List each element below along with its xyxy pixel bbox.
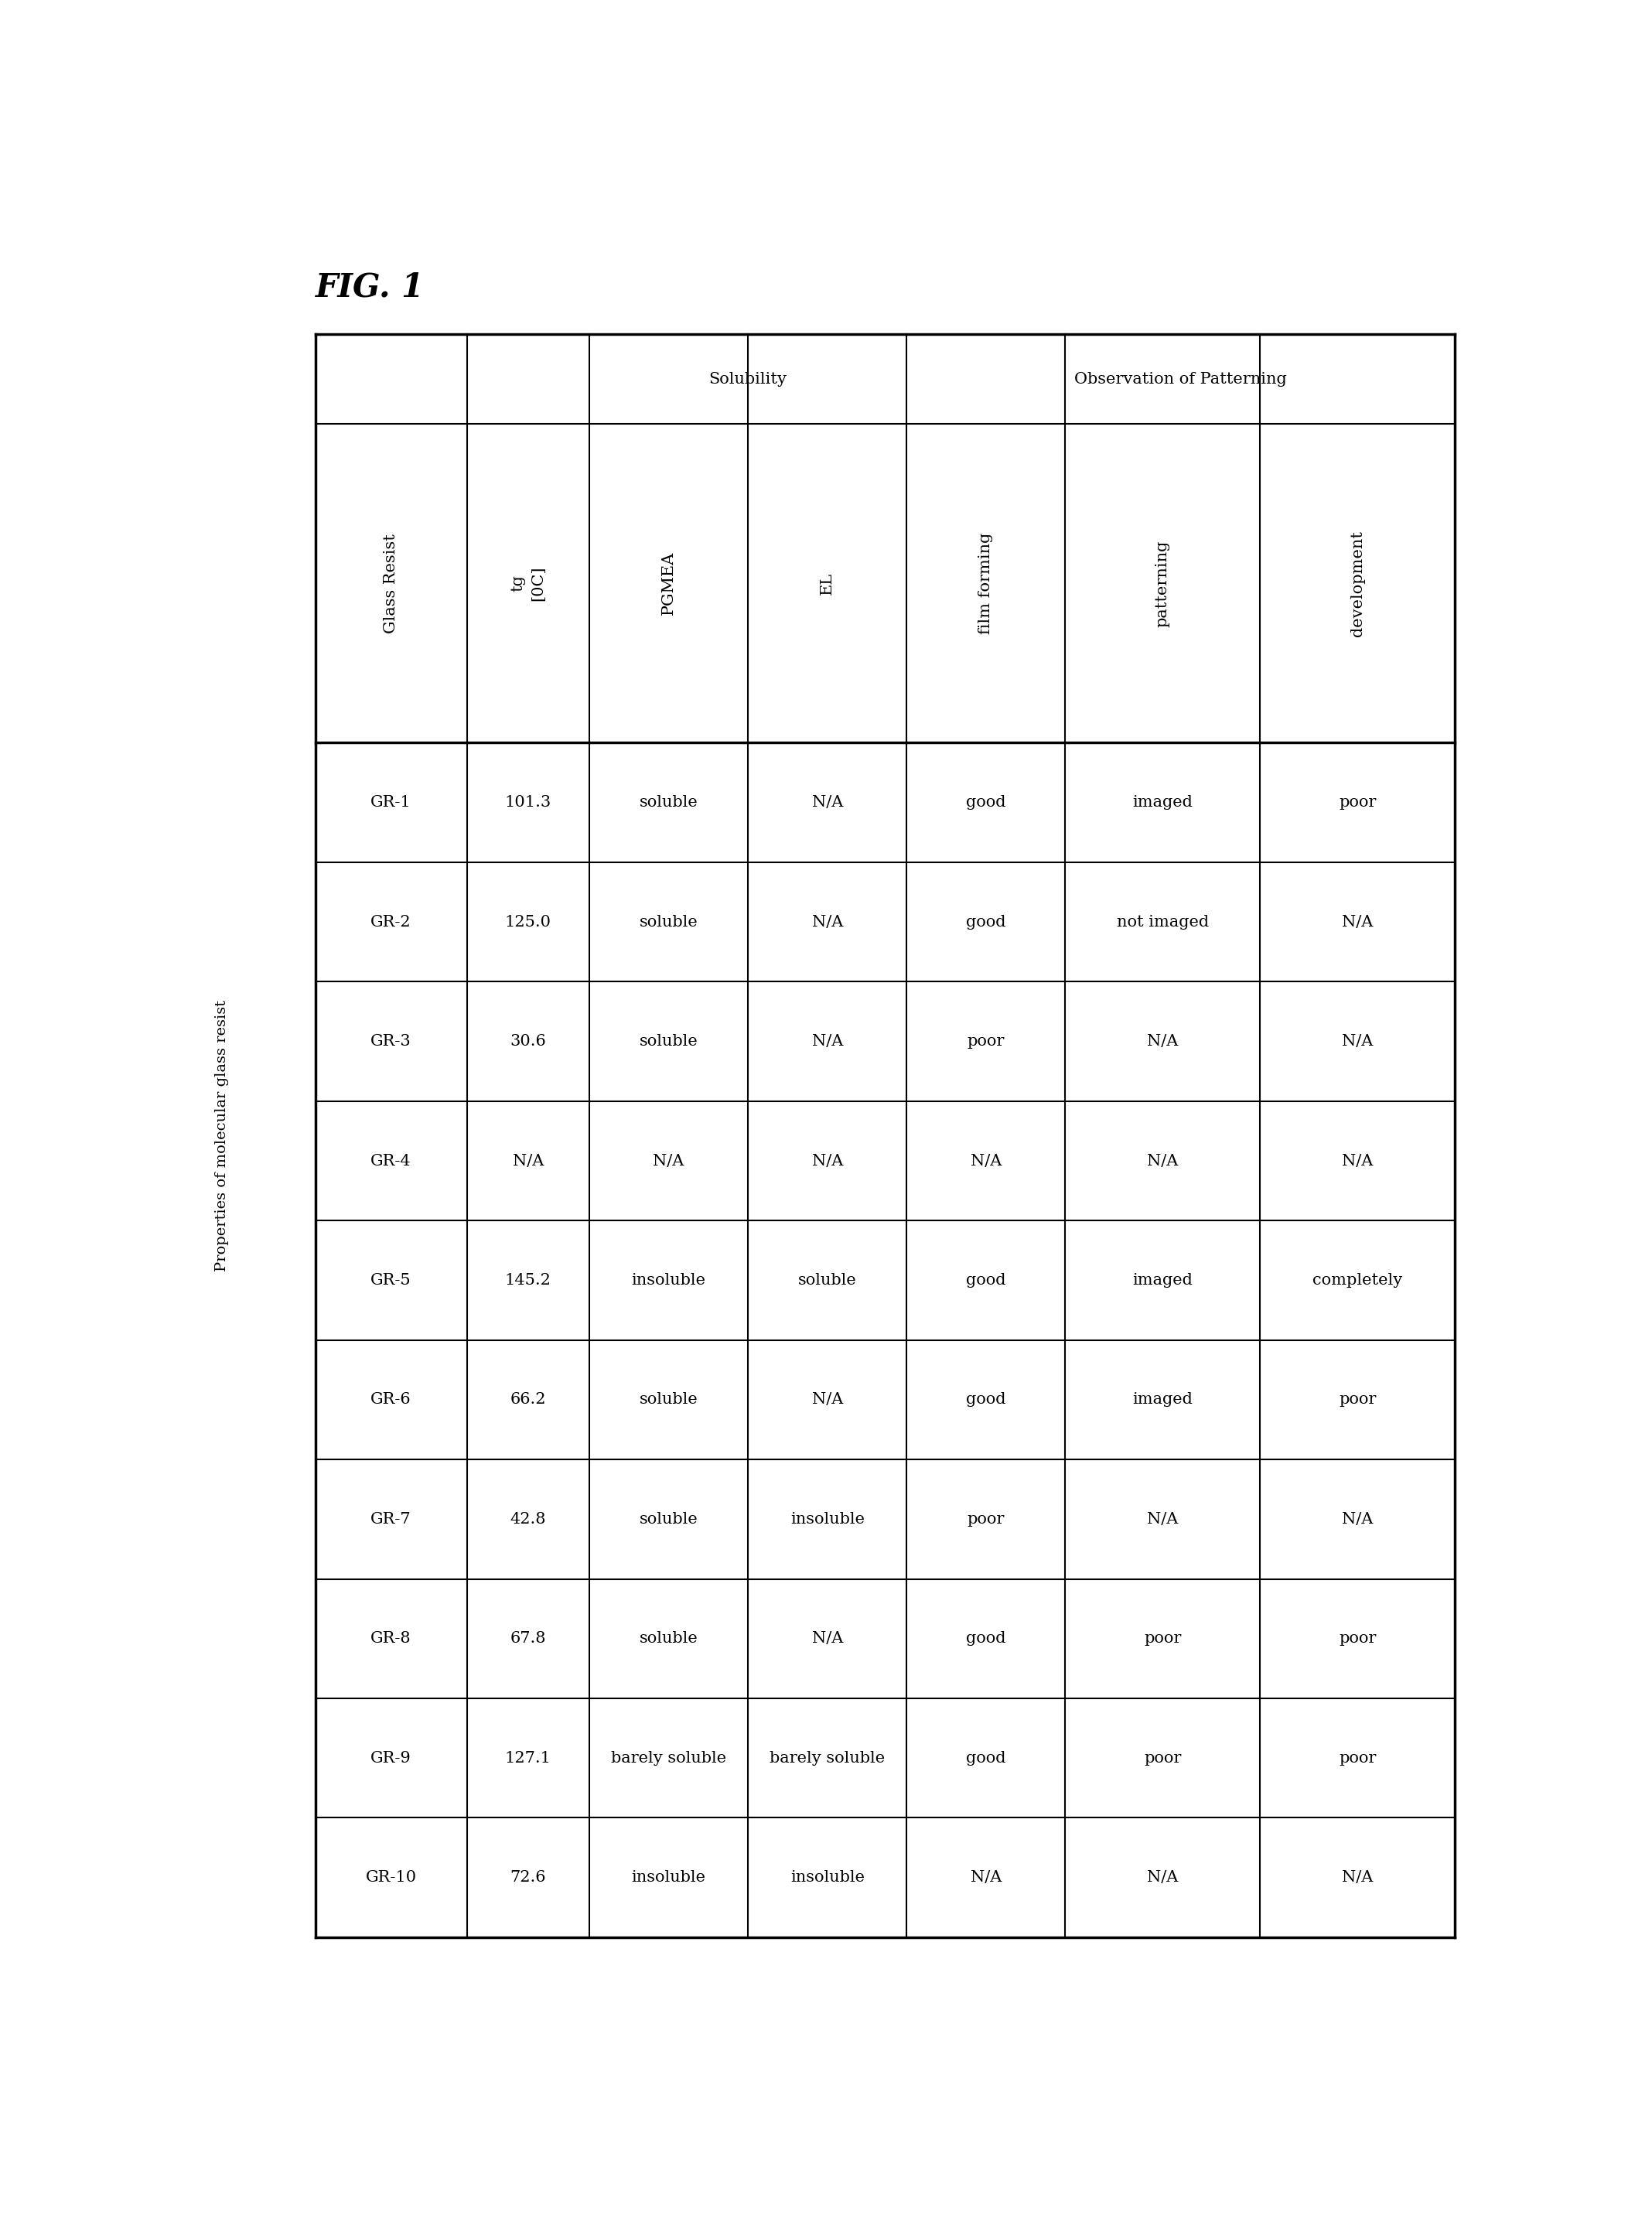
Text: Observation of Patterning: Observation of Patterning — [1074, 372, 1287, 385]
Text: good: good — [966, 915, 1006, 930]
Text: soluble: soluble — [639, 1393, 699, 1407]
Text: 42.8: 42.8 — [510, 1513, 547, 1526]
Text: PGMEA: PGMEA — [661, 552, 676, 616]
Text: 67.8: 67.8 — [510, 1630, 547, 1646]
Text: good: good — [966, 795, 1006, 811]
Text: poor: poor — [968, 1034, 1004, 1048]
Text: N/A: N/A — [811, 1154, 843, 1167]
Text: EL: EL — [819, 571, 834, 594]
Text: soluble: soluble — [639, 795, 699, 811]
Text: patterning: patterning — [1155, 540, 1170, 627]
Text: GR-7: GR-7 — [370, 1513, 411, 1526]
Text: 30.6: 30.6 — [510, 1034, 547, 1048]
Text: tg
[0C]: tg [0C] — [510, 565, 545, 600]
Text: 145.2: 145.2 — [506, 1274, 552, 1287]
Text: 125.0: 125.0 — [506, 915, 552, 930]
Text: poor: poor — [1338, 1393, 1376, 1407]
Text: imaged: imaged — [1133, 1393, 1193, 1407]
Text: good: good — [966, 1630, 1006, 1646]
Text: N/A: N/A — [970, 1154, 1001, 1167]
Text: soluble: soluble — [639, 915, 699, 930]
Text: good: good — [966, 1393, 1006, 1407]
Text: GR-6: GR-6 — [370, 1393, 411, 1407]
Text: development: development — [1350, 529, 1365, 636]
Text: GR-1: GR-1 — [370, 795, 411, 811]
Text: poor: poor — [968, 1513, 1004, 1526]
Text: barely soluble: barely soluble — [770, 1750, 885, 1765]
Text: GR-8: GR-8 — [370, 1630, 411, 1646]
Text: GR-4: GR-4 — [370, 1154, 411, 1167]
Text: GR-10: GR-10 — [365, 1869, 416, 1885]
Text: insoluble: insoluble — [790, 1869, 864, 1885]
Text: GR-9: GR-9 — [370, 1750, 411, 1765]
Text: 101.3: 101.3 — [506, 795, 552, 811]
Text: soluble: soluble — [798, 1274, 857, 1287]
Text: barely soluble: barely soluble — [611, 1750, 727, 1765]
Text: film forming: film forming — [978, 532, 993, 633]
Text: 66.2: 66.2 — [510, 1393, 547, 1407]
Text: 72.6: 72.6 — [510, 1869, 547, 1885]
Text: N/A: N/A — [811, 915, 843, 930]
Text: poor: poor — [1143, 1630, 1181, 1646]
Text: poor: poor — [1338, 1630, 1376, 1646]
Text: GR-2: GR-2 — [370, 915, 411, 930]
Text: soluble: soluble — [639, 1630, 699, 1646]
Text: good: good — [966, 1274, 1006, 1287]
Text: Solubility: Solubility — [709, 372, 786, 385]
Text: soluble: soluble — [639, 1034, 699, 1048]
Text: N/A: N/A — [811, 1630, 843, 1646]
Text: 127.1: 127.1 — [506, 1750, 552, 1765]
Text: Glass Resist: Glass Resist — [383, 534, 398, 633]
Text: N/A: N/A — [1341, 1513, 1373, 1526]
Text: N/A: N/A — [811, 795, 843, 811]
Text: N/A: N/A — [512, 1154, 544, 1167]
Text: N/A: N/A — [970, 1869, 1001, 1885]
Text: N/A: N/A — [1341, 1869, 1373, 1885]
Text: poor: poor — [1338, 1750, 1376, 1765]
Text: insoluble: insoluble — [631, 1274, 705, 1287]
Text: N/A: N/A — [1146, 1034, 1178, 1048]
Text: insoluble: insoluble — [631, 1869, 705, 1885]
Text: good: good — [966, 1750, 1006, 1765]
Text: Properties of molecular glass resist: Properties of molecular glass resist — [215, 999, 230, 1271]
Text: completely: completely — [1312, 1274, 1403, 1287]
Text: N/A: N/A — [1146, 1869, 1178, 1885]
Text: poor: poor — [1143, 1750, 1181, 1765]
Text: imaged: imaged — [1133, 795, 1193, 811]
Text: soluble: soluble — [639, 1513, 699, 1526]
Text: N/A: N/A — [1341, 1034, 1373, 1048]
Text: N/A: N/A — [811, 1393, 843, 1407]
Text: N/A: N/A — [1146, 1513, 1178, 1526]
Text: GR-3: GR-3 — [370, 1034, 411, 1048]
Text: N/A: N/A — [1146, 1154, 1178, 1167]
Text: GR-5: GR-5 — [370, 1274, 411, 1287]
Text: N/A: N/A — [653, 1154, 684, 1167]
Text: not imaged: not imaged — [1117, 915, 1209, 930]
Text: insoluble: insoluble — [790, 1513, 864, 1526]
Text: imaged: imaged — [1133, 1274, 1193, 1287]
Text: FIG. 1: FIG. 1 — [316, 270, 425, 303]
Text: N/A: N/A — [811, 1034, 843, 1048]
Text: N/A: N/A — [1341, 1154, 1373, 1167]
Text: poor: poor — [1338, 795, 1376, 811]
Text: N/A: N/A — [1341, 915, 1373, 930]
